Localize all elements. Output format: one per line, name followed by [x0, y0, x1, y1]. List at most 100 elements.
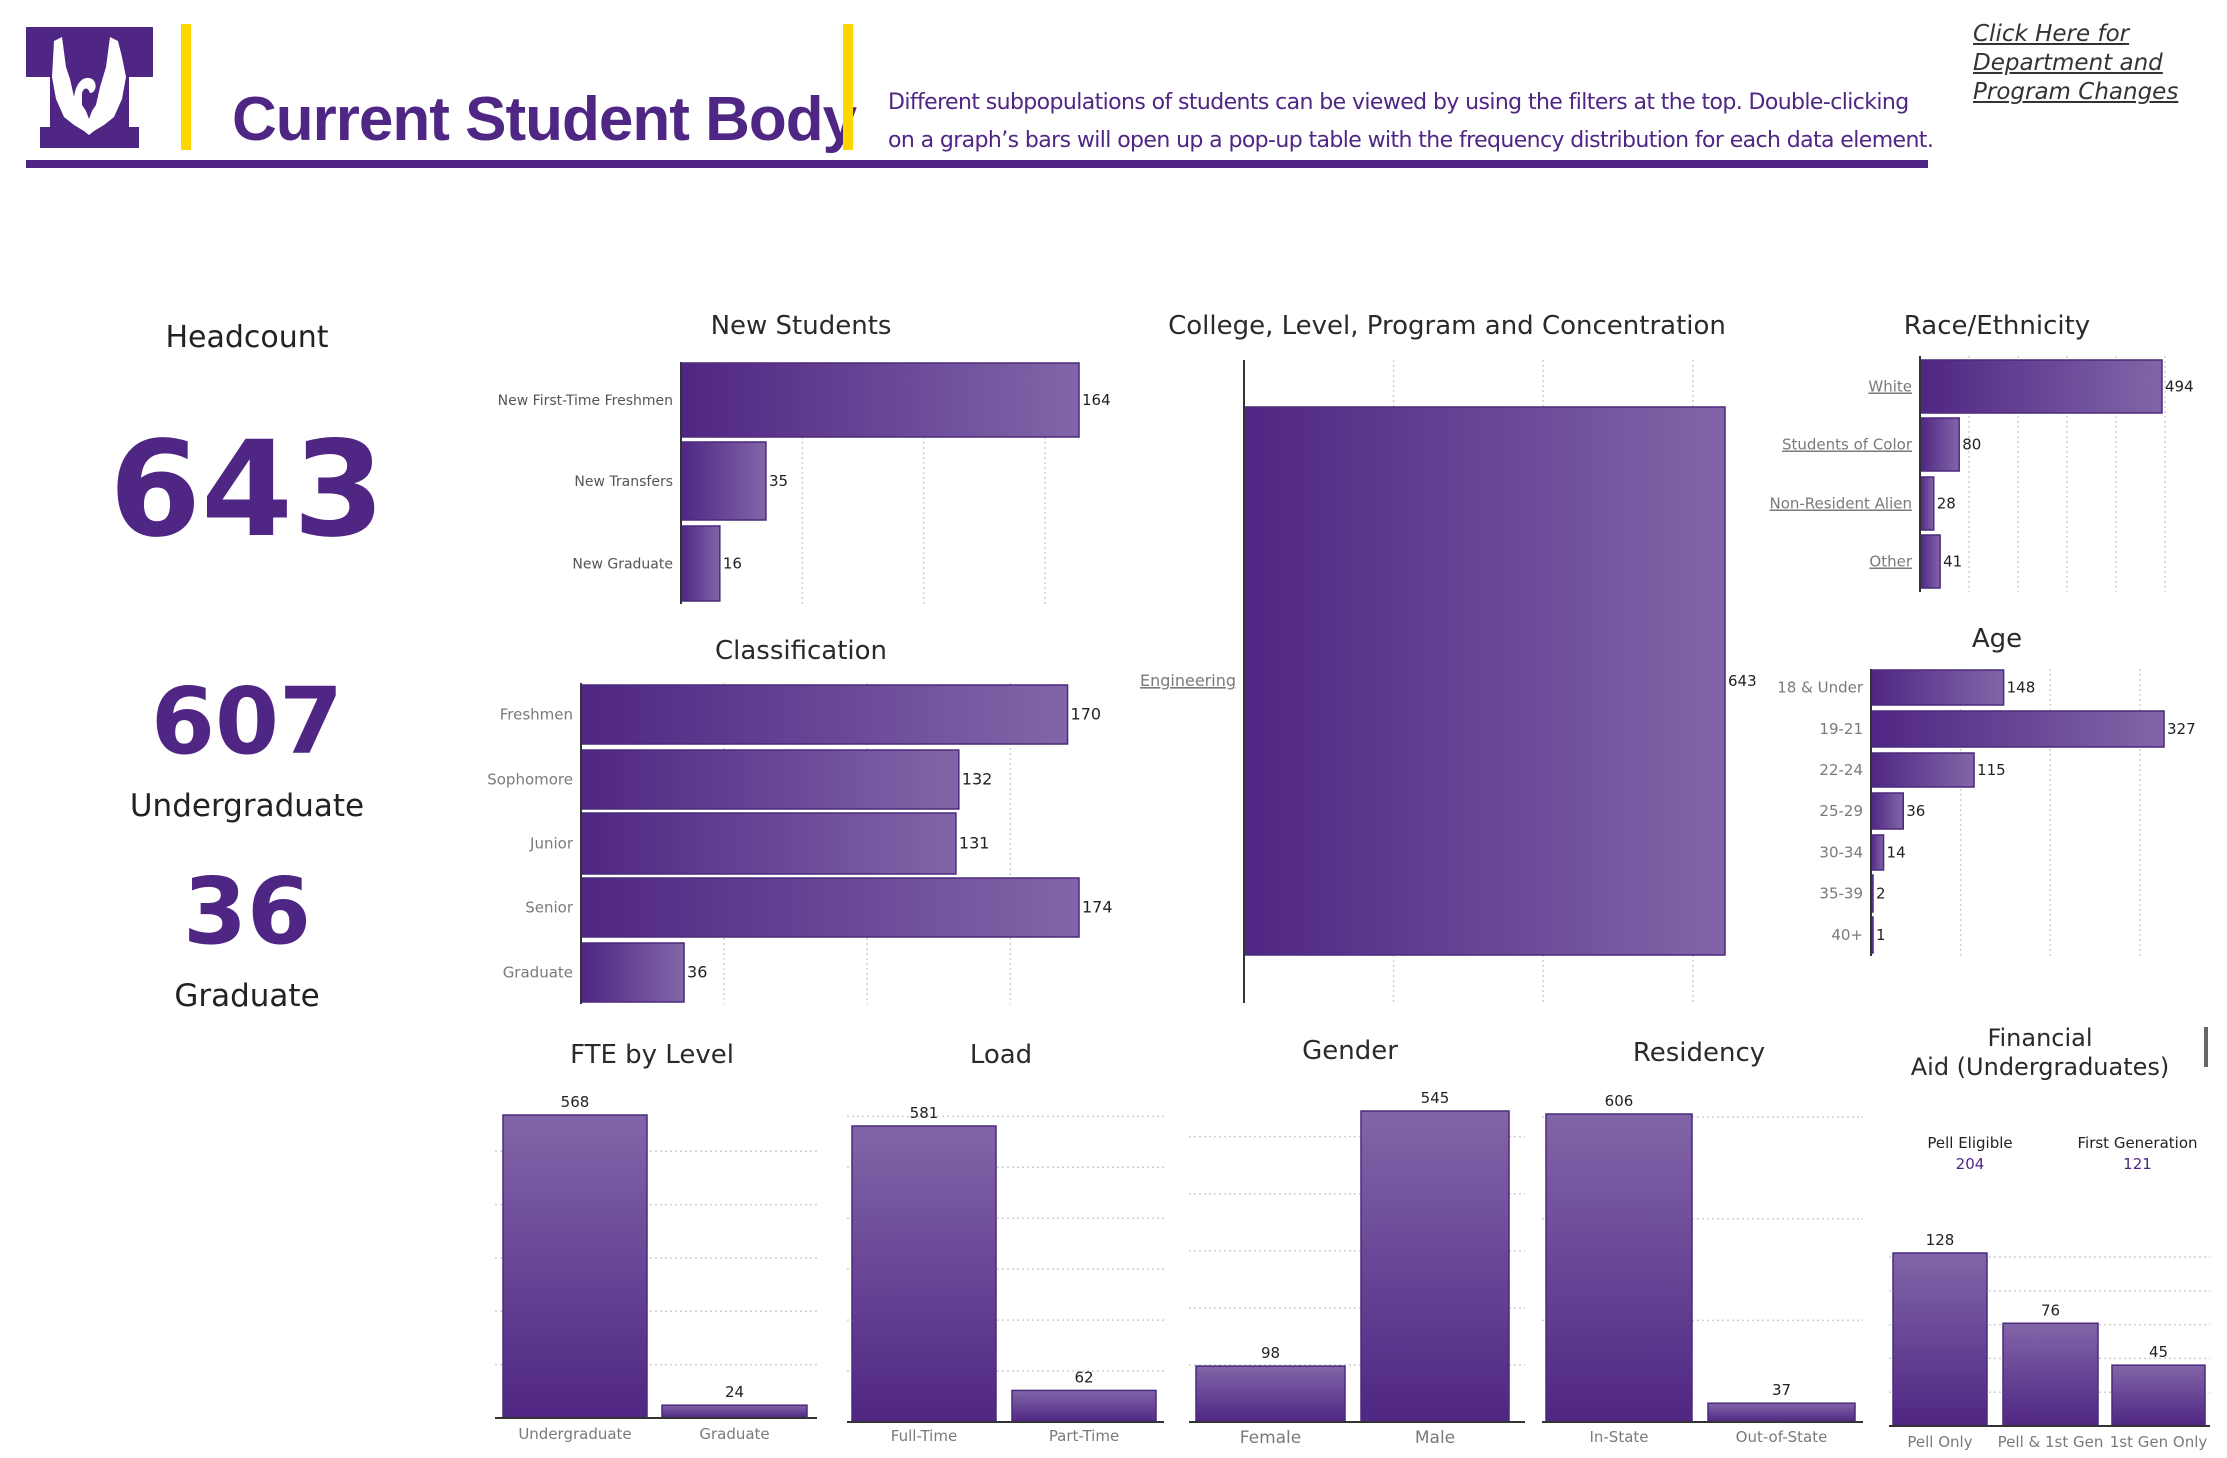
scrollbar-thumb[interactable] [2204, 1027, 2208, 1067]
value-label: 1 [1876, 926, 1886, 944]
bar-race[interactable] [1919, 359, 2163, 414]
value-label: 62 [1074, 1368, 1093, 1386]
value-label: 36 [1906, 802, 1925, 820]
bar-classification[interactable] [580, 877, 1080, 938]
bar-new_students[interactable] [680, 362, 1080, 438]
bar-gender[interactable] [1195, 1365, 1346, 1423]
category-label: Full-Time [891, 1427, 957, 1445]
department-program-changes-link[interactable]: Click Here for Department and Program Ch… [1973, 20, 2178, 107]
bar-load[interactable] [851, 1125, 997, 1423]
header-rule [26, 160, 1928, 168]
headcount-label: Headcount [165, 320, 329, 355]
value-label: 37 [1772, 1381, 1791, 1399]
graduate-label: Graduate [174, 978, 320, 1014]
value-label: 131 [959, 834, 990, 853]
link-line[interactable]: Department and [1973, 50, 2163, 76]
value-label: 643 [1728, 672, 1757, 690]
value-label: 164 [1082, 391, 1111, 409]
bar-age[interactable] [1870, 792, 1905, 830]
page-title: Current Student Body [232, 85, 857, 154]
chart-title-residency: Residency [1632, 1038, 1766, 1068]
bar-finaid[interactable] [1892, 1252, 1988, 1427]
value-label: 2 [1876, 885, 1886, 903]
bar-classification[interactable] [580, 684, 1069, 745]
category-label: 30-34 [1819, 844, 1863, 862]
category-label: Non-Resident Alien [1769, 495, 1912, 513]
headcount-total: 643 [109, 413, 385, 567]
instructions-line: on a graph’s bars will open up a pop-up … [888, 128, 1934, 153]
bar-classification[interactable] [580, 942, 685, 1003]
value-label: 327 [2167, 720, 2196, 738]
category-label: Students of Color [1782, 436, 1913, 454]
first-generation-value: 121 [2123, 1155, 2152, 1173]
bar-new_students[interactable] [680, 525, 721, 602]
instructions-line: Different subpopulations of students can… [888, 90, 1909, 115]
link-line[interactable]: Click Here for [1973, 21, 2130, 47]
value-label: 128 [1926, 1231, 1955, 1249]
value-label: 45 [2149, 1343, 2168, 1361]
chart-title-new-students: New Students [710, 311, 892, 341]
value-label: 28 [1937, 495, 1956, 513]
chart-title-load: Load [969, 1040, 1033, 1070]
value-label: 170 [1071, 705, 1102, 724]
chart-title-financial-aid-line1: Financial [1987, 1024, 2093, 1052]
category-label: Junior [529, 835, 574, 853]
chart-title-college: College, Level, Program and Concentratio… [1168, 311, 1726, 341]
value-label: 494 [2165, 378, 2194, 396]
category-label: 18 & Under [1777, 679, 1864, 697]
value-label: 606 [1605, 1092, 1634, 1110]
chart-title-age: Age [1971, 624, 2023, 654]
bar-race[interactable] [1919, 476, 1935, 531]
value-label: 76 [2041, 1301, 2060, 1319]
graduate-count: 36 [182, 858, 312, 965]
category-label: Senior [525, 899, 574, 917]
bar-age[interactable] [1870, 710, 2165, 748]
value-label: 41 [1943, 553, 1962, 571]
value-label: 98 [1261, 1344, 1280, 1362]
bar-classification[interactable] [580, 749, 960, 810]
bar-gender[interactable] [1360, 1110, 1510, 1423]
bar-load[interactable] [1011, 1389, 1157, 1423]
value-label: 115 [1977, 761, 2006, 779]
category-label: 1st Gen Only [2110, 1433, 2208, 1451]
category-label: Other [1869, 553, 1912, 571]
category-label: New Transfers [574, 474, 673, 490]
bar-new_students[interactable] [680, 441, 767, 521]
bar-finaid[interactable] [2111, 1364, 2206, 1427]
bar-age[interactable] [1870, 834, 1885, 871]
chart-title-financial-aid-line2: Aid (Undergraduates) [1910, 1053, 2170, 1081]
category-label: 22-24 [1819, 761, 1863, 779]
link-line[interactable]: Program Changes [1973, 79, 2179, 105]
bar-college[interactable] [1243, 406, 1726, 956]
category-label: Graduate [699, 1425, 769, 1443]
bar-age[interactable] [1870, 752, 1975, 788]
value-label: 174 [1082, 898, 1113, 917]
category-label: Undergraduate [518, 1425, 631, 1443]
category-label: Female [1240, 1428, 1301, 1448]
bar-residency[interactable] [1707, 1402, 1856, 1423]
category-label: In-State [1589, 1428, 1648, 1446]
bar-race[interactable] [1919, 417, 1960, 472]
undergraduate-count: 607 [150, 668, 344, 775]
chart-title-classification: Classification [714, 636, 888, 666]
bar-fte[interactable] [502, 1114, 648, 1419]
category-label: Pell & 1st Gen [1998, 1433, 2104, 1451]
value-label: 80 [1962, 436, 1981, 454]
value-label: 24 [725, 1383, 744, 1401]
bar-residency[interactable] [1545, 1113, 1693, 1423]
category-label: 19-21 [1819, 720, 1863, 738]
value-label: 148 [2007, 679, 2036, 697]
bar-age[interactable] [1870, 669, 2005, 706]
bar-finaid[interactable] [2002, 1322, 2099, 1427]
value-label: 16 [723, 555, 742, 573]
first-generation-label: First Generation [2077, 1134, 2198, 1152]
chart-title-race: Race/Ethnicity [1903, 311, 2091, 341]
bar-race[interactable] [1919, 534, 1941, 589]
bar-classification[interactable] [580, 812, 957, 875]
eagle-t-logo-icon [26, 27, 153, 148]
value-label: 545 [1421, 1089, 1450, 1107]
chart-title-gender: Gender [1302, 1036, 1398, 1066]
category-label: Graduate [503, 964, 573, 982]
yellow-divider [843, 24, 853, 150]
bar-fte[interactable] [661, 1404, 808, 1419]
